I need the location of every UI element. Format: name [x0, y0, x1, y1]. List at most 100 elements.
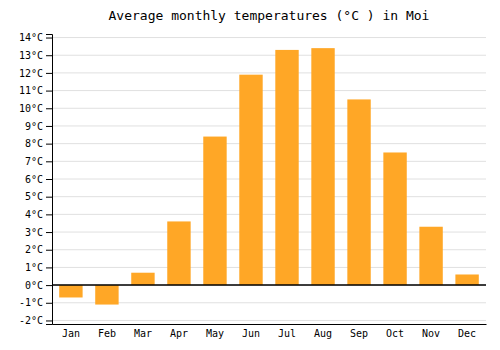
plot: -2°C -1°C 0°C 1°C 2°C 3°C 4°C 5°C 6°C 7°C 8°C 9°C 10…	[19, 32, 487, 339]
x-tick-label: Dec	[458, 328, 476, 339]
grid-line	[52, 179, 486, 180]
y-tick-label: -2°C	[19, 315, 43, 326]
y-tick-label: -1°C	[19, 297, 43, 308]
bar	[167, 221, 190, 285]
y-tick-mark	[46, 91, 52, 92]
x-tick-label: Jun	[242, 328, 260, 339]
y-tick-label: 10°C	[19, 103, 43, 114]
y-tick-mark	[46, 179, 52, 180]
y-tick-label: 11°C	[19, 85, 43, 96]
x-axis-line	[53, 324, 487, 325]
bar	[383, 152, 406, 285]
y-tick: 3°C	[25, 227, 52, 238]
x-tick: Nov	[422, 324, 440, 339]
grid-line	[52, 161, 486, 162]
bar	[95, 285, 118, 304]
y-tick-label: 6°C	[25, 174, 43, 185]
y-tick: 13°C	[19, 50, 52, 61]
y-tick-mark	[46, 144, 52, 145]
y-tick-label: 9°C	[25, 121, 43, 132]
title: Average monthly temperatures (°C ) in Mo…	[109, 8, 430, 23]
y-tick-label: 4°C	[25, 209, 43, 220]
grid-line	[52, 214, 486, 215]
x-tick: Feb	[98, 324, 116, 339]
y-tick: 6°C	[25, 174, 52, 185]
bar	[455, 274, 478, 285]
grid-line	[52, 196, 486, 197]
y-tick-label: 14°C	[19, 32, 43, 43]
y-tick-mark	[46, 285, 52, 286]
y-tick-mark	[46, 108, 52, 109]
x-tick-label: Oct	[386, 328, 404, 339]
bar	[239, 75, 262, 285]
y-tick-label: 0°C	[25, 280, 43, 291]
x-tick-label: Sep	[350, 328, 368, 339]
y-tick: 12°C	[19, 68, 52, 79]
x-tick: Jun	[242, 324, 260, 339]
y-tick-label: 13°C	[19, 50, 43, 61]
x-tick: Dec	[458, 324, 476, 339]
y-tick-mark	[46, 197, 52, 198]
grid-line	[52, 90, 486, 91]
y-tick-mark	[46, 267, 52, 268]
grid-line	[52, 285, 486, 286]
y-tick: 0°C	[25, 280, 52, 291]
y-tick: 14°C	[19, 32, 52, 43]
y-axis: -2°C -1°C 0°C 1°C 2°C 3°C 4°C 5°C 6°C 7°C 8°C 9°C 10…	[19, 32, 53, 326]
x-tick: Sep	[350, 324, 368, 339]
y-tick-mark	[46, 55, 52, 56]
grid	[52, 38, 486, 321]
x-tick: Oct	[386, 324, 404, 339]
bar	[203, 137, 226, 286]
x-tick: Mar	[134, 324, 152, 339]
y-tick: 10°C	[19, 103, 52, 114]
y-tick-mark	[46, 161, 52, 162]
y-tick: 5°C	[25, 191, 52, 202]
x-axis: Jan Feb Mar Apr May Jun Jul Aug Sep Oct Nov Dec	[53, 324, 487, 339]
y-tick: 7°C	[25, 156, 52, 167]
zero-line	[52, 284, 486, 286]
y-tick-mark	[46, 214, 52, 215]
y-tick-mark	[46, 38, 52, 39]
x-tick-label: Nov	[422, 328, 440, 339]
y-tick-mark	[46, 73, 52, 74]
y-tick-mark	[46, 303, 52, 304]
x-tick: Apr	[170, 324, 188, 339]
y-tick-mark	[46, 250, 52, 251]
bar	[347, 99, 370, 285]
grid-line	[52, 37, 486, 38]
x-tick: Jul	[278, 324, 296, 339]
y-tick-mark	[46, 320, 52, 321]
grid-line	[52, 143, 486, 144]
y-tick: 1°C	[25, 262, 52, 273]
bar	[311, 48, 334, 285]
y-tick: 9°C	[25, 121, 52, 132]
grid-line	[52, 125, 486, 126]
bar	[131, 273, 154, 285]
x-tick-label: Feb	[98, 328, 116, 339]
y-tick-label: 7°C	[25, 156, 43, 167]
x-tick-label: May	[206, 328, 224, 339]
y-tick-label: 8°C	[25, 138, 43, 149]
y-tick: 11°C	[19, 85, 52, 96]
bars	[59, 48, 479, 304]
y-tick-label: 12°C	[19, 68, 43, 79]
y-tick: -1°C	[19, 297, 52, 308]
y-tick-mark	[46, 126, 52, 127]
y-tick-label: 1°C	[25, 262, 43, 273]
y-tick-label: 3°C	[25, 227, 43, 238]
y-tick: 2°C	[25, 244, 52, 255]
x-tick-label: Aug	[314, 328, 332, 339]
bar	[275, 50, 298, 285]
x-tick: Jan	[62, 324, 80, 339]
x-tick-label: Apr	[170, 328, 188, 339]
x-tick-label: Jul	[278, 328, 296, 339]
y-tick: 8°C	[25, 138, 52, 149]
x-tick: May	[206, 324, 224, 339]
bar	[59, 285, 82, 297]
y-tick-mark	[46, 232, 52, 233]
grid-line	[52, 72, 486, 73]
x-tick: Aug	[314, 324, 332, 339]
y-tick: 4°C	[25, 209, 52, 220]
x-tick-label: Jan	[62, 328, 80, 339]
